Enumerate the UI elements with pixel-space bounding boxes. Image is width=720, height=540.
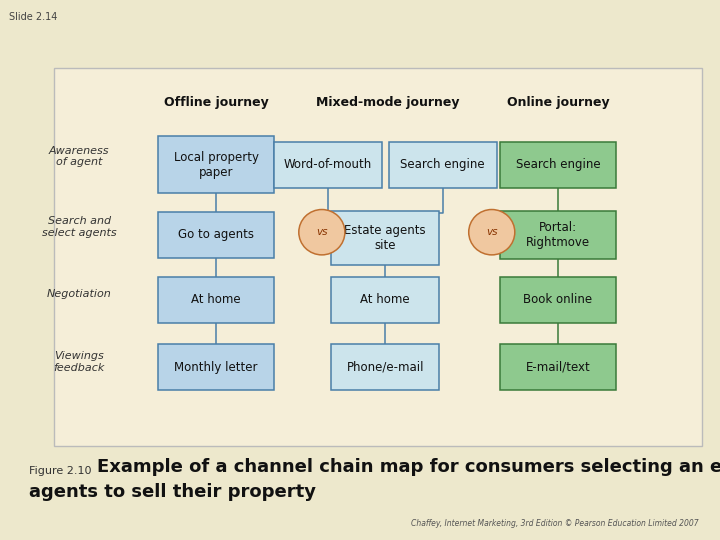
- Text: Chaffey, Internet Marketing, 3rd Edition © Pearson Education Limited 2007: Chaffey, Internet Marketing, 3rd Edition…: [411, 519, 698, 528]
- Text: Example of a channel chain map for consumers selecting an estate: Example of a channel chain map for consu…: [97, 458, 720, 476]
- FancyBboxPatch shape: [158, 212, 274, 258]
- Text: Monthly letter: Monthly letter: [174, 361, 258, 374]
- Text: Word-of-mouth: Word-of-mouth: [284, 158, 372, 171]
- Text: Estate agents
site: Estate agents site: [344, 224, 426, 252]
- Text: Awareness
of agent: Awareness of agent: [49, 146, 109, 167]
- Text: vs: vs: [486, 227, 498, 237]
- Text: At home: At home: [192, 293, 240, 306]
- FancyBboxPatch shape: [500, 142, 616, 188]
- Text: Book online: Book online: [523, 293, 593, 306]
- FancyBboxPatch shape: [389, 142, 497, 188]
- Text: Viewings
feedback: Viewings feedback: [53, 351, 105, 373]
- FancyBboxPatch shape: [158, 276, 274, 322]
- Text: vs: vs: [316, 227, 328, 237]
- FancyBboxPatch shape: [331, 345, 439, 390]
- Text: Mixed-mode journey: Mixed-mode journey: [315, 96, 459, 109]
- FancyBboxPatch shape: [274, 142, 382, 188]
- Text: Figure 2.10: Figure 2.10: [29, 466, 91, 476]
- FancyBboxPatch shape: [500, 211, 616, 259]
- Text: At home: At home: [361, 293, 410, 306]
- FancyBboxPatch shape: [158, 345, 274, 390]
- Text: Search engine: Search engine: [516, 158, 600, 171]
- FancyBboxPatch shape: [500, 345, 616, 390]
- FancyBboxPatch shape: [500, 276, 616, 322]
- FancyBboxPatch shape: [331, 211, 439, 265]
- Text: Go to agents: Go to agents: [178, 228, 254, 241]
- Text: Slide 2.14: Slide 2.14: [9, 12, 57, 22]
- Text: E-mail/text: E-mail/text: [526, 361, 590, 374]
- Text: Local property
paper: Local property paper: [174, 151, 258, 179]
- Ellipse shape: [299, 210, 345, 255]
- FancyBboxPatch shape: [331, 276, 439, 322]
- Text: Online journey: Online journey: [507, 96, 609, 109]
- Text: agents to sell their property: agents to sell their property: [29, 483, 316, 501]
- Text: Negotiation: Negotiation: [47, 289, 112, 299]
- Text: Search engine: Search engine: [400, 158, 485, 171]
- FancyBboxPatch shape: [54, 68, 702, 446]
- Text: Offline journey: Offline journey: [163, 96, 269, 109]
- Text: Portal:
Rightmove: Portal: Rightmove: [526, 221, 590, 249]
- Ellipse shape: [469, 210, 515, 255]
- Text: Search and
select agents: Search and select agents: [42, 216, 117, 238]
- Text: Phone/e-mail: Phone/e-mail: [346, 361, 424, 374]
- FancyBboxPatch shape: [158, 137, 274, 193]
